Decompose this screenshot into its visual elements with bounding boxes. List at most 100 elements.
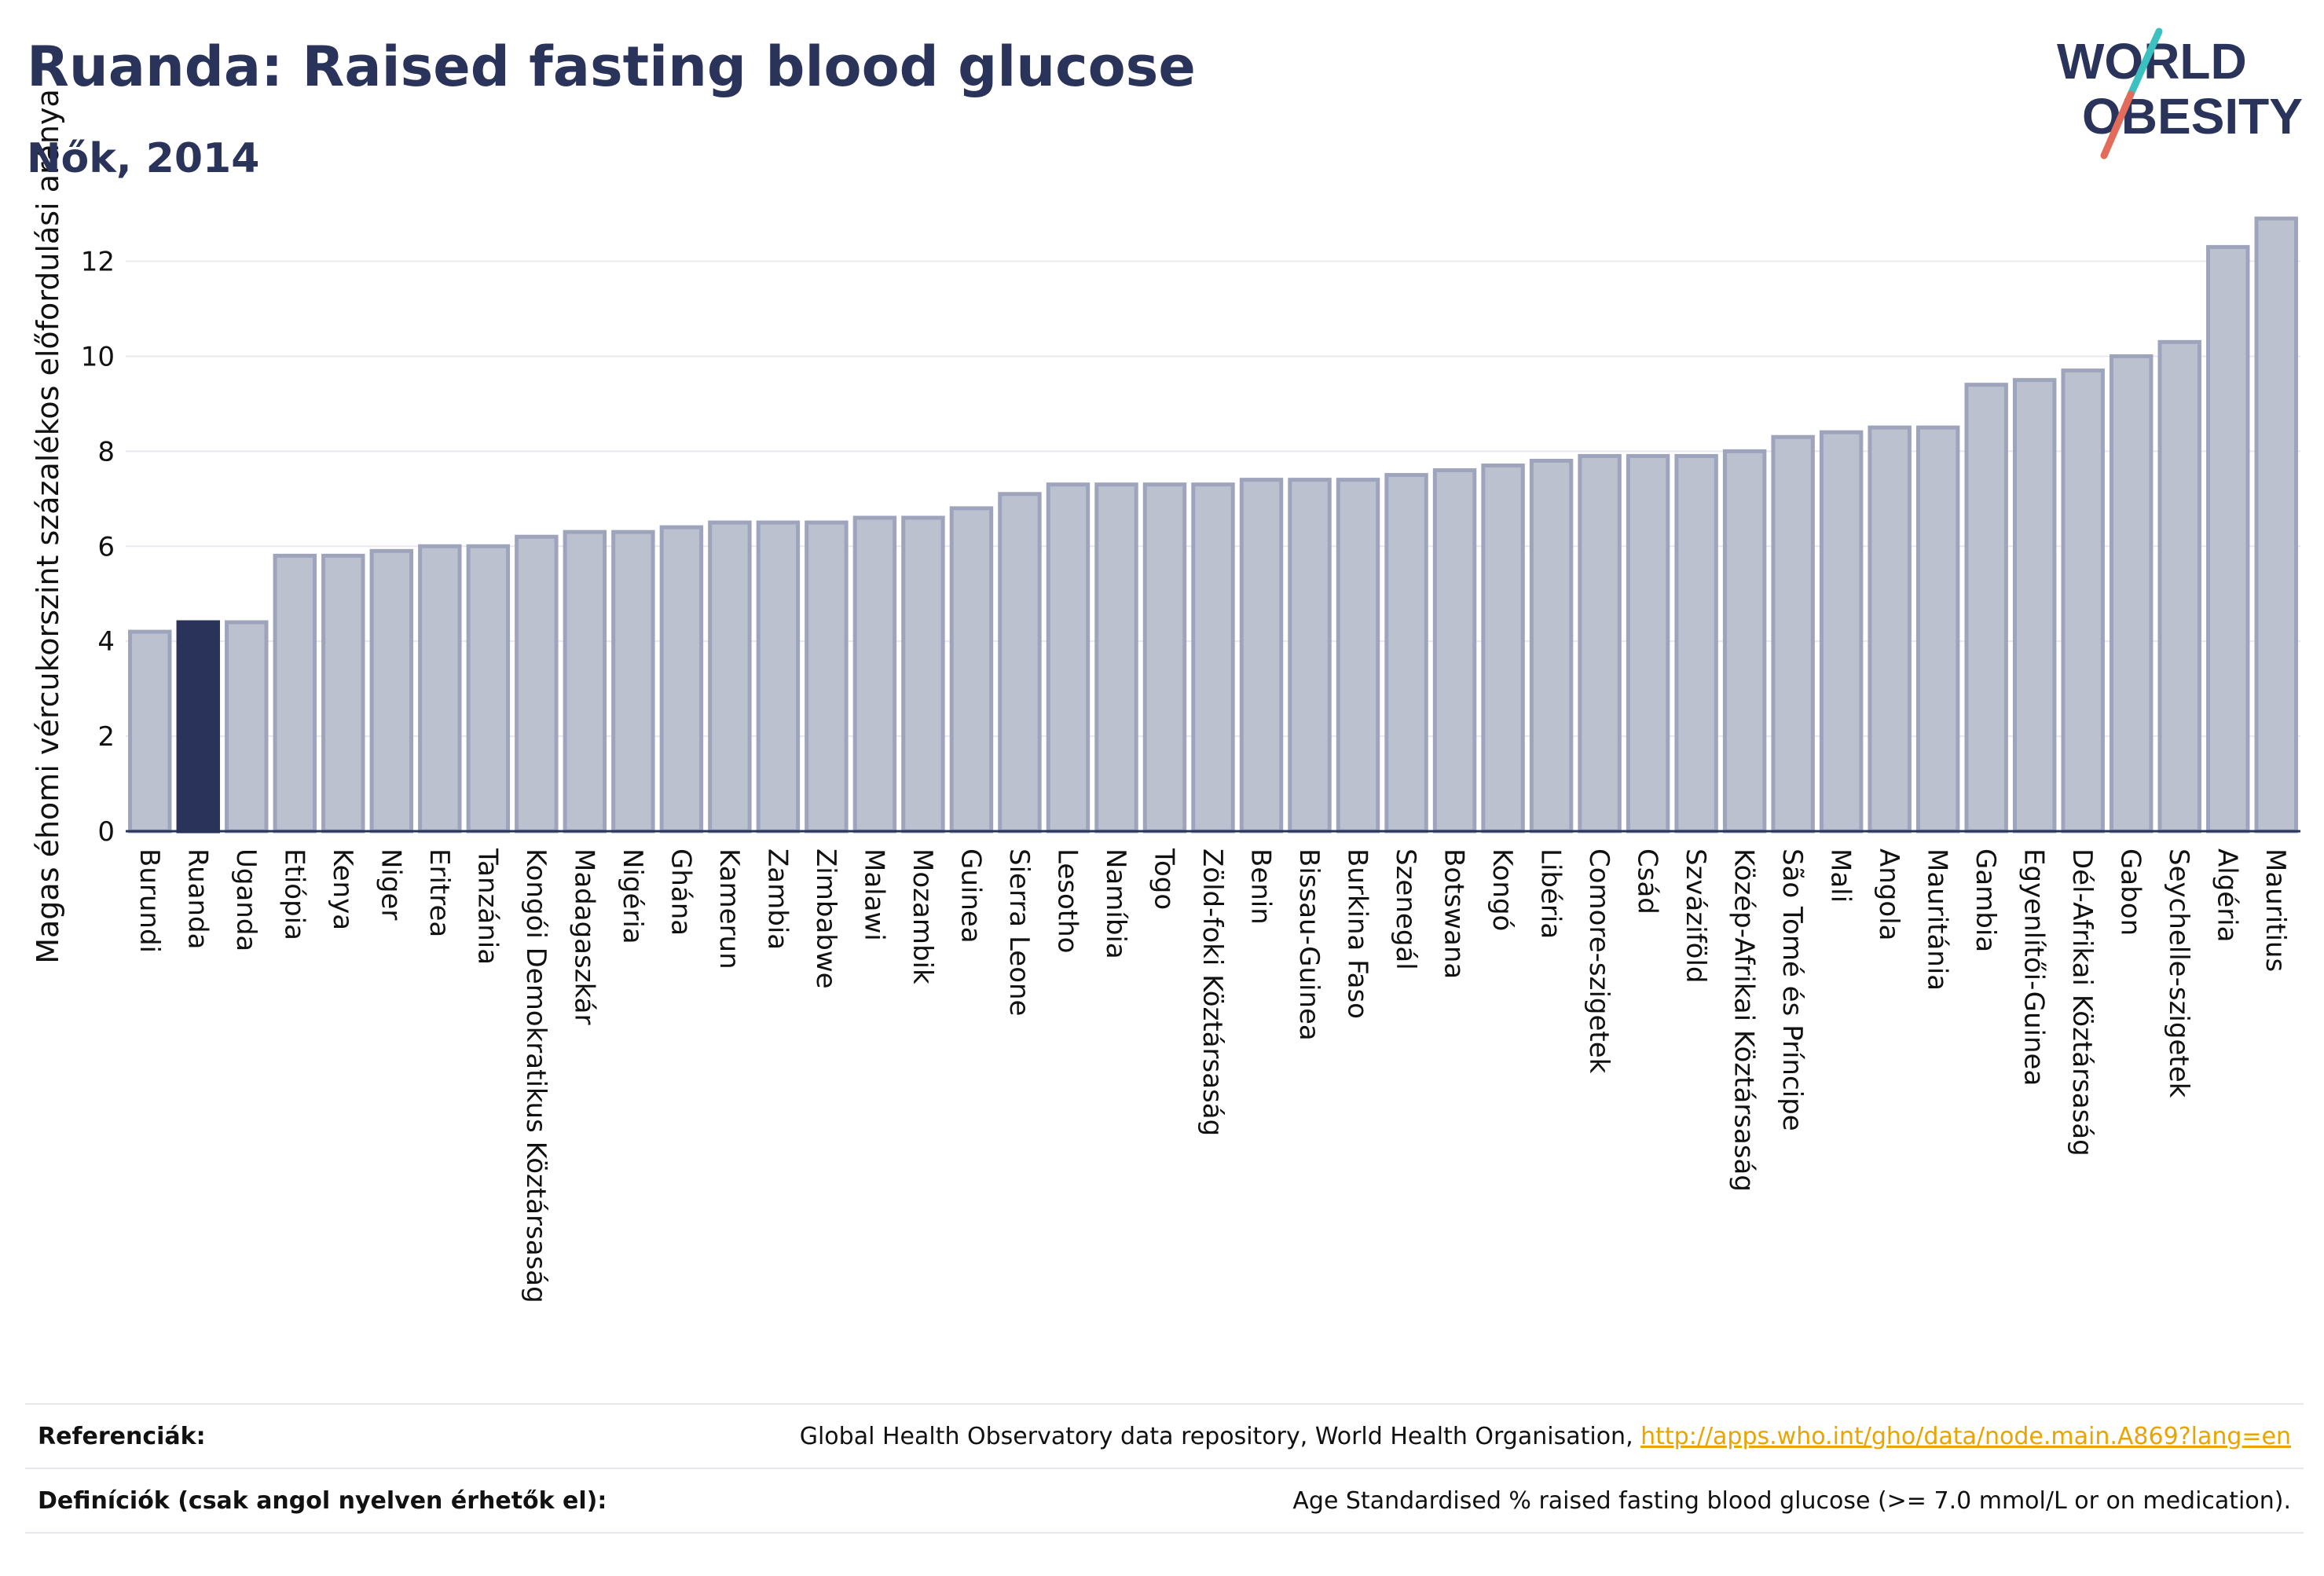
bar bbox=[2012, 378, 2057, 834]
bar bbox=[1191, 482, 1235, 834]
x-category-label: Szenegál bbox=[1390, 848, 1421, 970]
bar bbox=[708, 520, 752, 834]
x-category-label: Mauritánia bbox=[1922, 848, 1953, 991]
bar bbox=[1384, 473, 1428, 834]
x-category-label: Guinea bbox=[955, 848, 986, 944]
world-obesity-logo: WORLD OBESITY bbox=[2057, 27, 2303, 159]
x-category-label: Burkina Faso bbox=[1342, 848, 1373, 1019]
y-axis-ticks: 0 2 4 6 8 10 12 bbox=[81, 247, 115, 848]
bar bbox=[611, 530, 655, 834]
x-category-label: Ghána bbox=[665, 848, 696, 936]
bar bbox=[225, 620, 269, 834]
x-category-label: São Tomé és Príncipe bbox=[1776, 848, 1808, 1131]
x-category-label: Malawi bbox=[858, 848, 889, 941]
x-category-label: Csád bbox=[1632, 848, 1663, 914]
x-category-label: Sierra Leone bbox=[1003, 848, 1035, 1016]
x-category-label: Kenya bbox=[327, 848, 358, 930]
chart-title: Ruanda: Raised fasting blood glucose bbox=[27, 35, 1196, 99]
bar bbox=[1094, 482, 1138, 834]
bar bbox=[1142, 482, 1187, 834]
bar bbox=[2157, 339, 2201, 834]
x-category-label: Kamerun bbox=[713, 848, 745, 969]
x-category-label: Közép-Afrikai Köztársaság bbox=[1728, 848, 1760, 1192]
bar bbox=[2109, 354, 2154, 834]
x-category-label: Szváziföld bbox=[1680, 848, 1711, 983]
bar bbox=[2061, 368, 2105, 834]
x-category-label: Etiópia bbox=[278, 848, 310, 940]
x-category-label: Mauritius bbox=[2260, 848, 2291, 972]
x-category-label: Zimbabwe bbox=[810, 848, 841, 989]
x-category-label: Benin bbox=[1245, 848, 1277, 925]
bar bbox=[949, 506, 994, 834]
x-category-label: Zambia bbox=[761, 848, 793, 950]
x-category-label: Togo bbox=[1148, 848, 1179, 910]
bar bbox=[418, 544, 462, 834]
x-category-label: Burundi bbox=[134, 848, 165, 953]
bar bbox=[1529, 458, 1574, 834]
y-tick-label: 4 bbox=[97, 626, 115, 658]
bar bbox=[1432, 468, 1477, 834]
x-category-label: Seychelle-szigetek bbox=[2163, 848, 2194, 1098]
x-category-label: Nigéria bbox=[617, 848, 648, 944]
logo-slash-coral bbox=[2100, 90, 2135, 159]
bar bbox=[1868, 425, 1912, 834]
bar bbox=[273, 553, 317, 834]
x-axis-category-labels: Burundi Ruanda Uganda Etiópia Kenya Niger Erit… bbox=[134, 848, 2291, 1303]
bar bbox=[321, 553, 365, 834]
x-category-label: Egyenlítői-Guinea bbox=[2018, 848, 2050, 1086]
definitions-value: Age Standardised % raised fasting blood … bbox=[1292, 1486, 2291, 1515]
x-category-label: Dél-Afrikai Köztársaság bbox=[2066, 848, 2098, 1156]
bar bbox=[1046, 482, 1091, 834]
x-category-label: Angola bbox=[1873, 848, 1904, 940]
references-row: Referenciák: Global Health Observatory d… bbox=[25, 1403, 2304, 1468]
x-category-label: Mozambik bbox=[907, 848, 938, 984]
x-category-label: Kongó bbox=[1486, 848, 1518, 931]
bar bbox=[1578, 453, 1622, 834]
bar-highlighted bbox=[176, 620, 220, 834]
x-category-label: Algéria bbox=[2212, 848, 2243, 942]
bar bbox=[852, 515, 897, 834]
references-label: Referenciák: bbox=[38, 1422, 206, 1450]
bar bbox=[1722, 449, 1767, 834]
bar bbox=[998, 492, 1042, 834]
chart-subtitle: Nők, 2014 bbox=[27, 135, 260, 182]
y-axis-label: Magas éhomi vércukorszint százalékos elő… bbox=[31, 89, 65, 964]
bar bbox=[1481, 464, 1525, 834]
y-tick-label: 0 bbox=[97, 816, 115, 848]
x-category-label: Namíbia bbox=[1100, 848, 1131, 959]
x-category-label: Zöld-foki Köztársaság bbox=[1197, 848, 1228, 1136]
bar bbox=[1771, 434, 1815, 834]
bar bbox=[1336, 478, 1380, 834]
references-value: Global Health Observatory data repositor… bbox=[800, 1423, 2304, 1450]
x-category-label: Niger bbox=[375, 848, 406, 920]
bar bbox=[1674, 453, 1718, 834]
bar bbox=[659, 525, 704, 834]
definitions-label: Definíciók (csak angol nyelven érhetők e… bbox=[38, 1486, 607, 1515]
x-category-label: Tanzánia bbox=[471, 848, 503, 965]
bar bbox=[1915, 425, 1960, 834]
bar bbox=[756, 520, 801, 834]
bar bbox=[2206, 244, 2250, 834]
bars bbox=[128, 216, 2298, 834]
y-tick-label: 10 bbox=[81, 341, 115, 372]
x-category-label: Mali bbox=[1825, 848, 1857, 903]
y-tick-label: 2 bbox=[97, 721, 115, 753]
x-category-label: Gambia bbox=[1970, 848, 2001, 952]
bar bbox=[805, 520, 849, 834]
y-tick-label: 12 bbox=[81, 247, 115, 278]
bar bbox=[1819, 430, 1864, 834]
y-tick-label: 8 bbox=[97, 436, 115, 467]
references-link[interactable]: http://apps.who.int/gho/data/node.main.A… bbox=[1640, 1422, 2291, 1450]
x-category-label: Kongói Demokratikus Köztársaság bbox=[520, 848, 552, 1303]
bar bbox=[466, 544, 511, 834]
references-text: Global Health Observatory data repositor… bbox=[799, 1422, 1641, 1450]
x-category-label: Lesotho bbox=[1051, 848, 1083, 953]
bar bbox=[563, 530, 607, 834]
x-category-label: Madagaszkár bbox=[568, 848, 599, 1024]
y-tick-label: 6 bbox=[97, 531, 115, 563]
x-category-label: Comore-szigetek bbox=[1583, 848, 1615, 1074]
bar bbox=[2254, 216, 2298, 834]
x-category-label: Bissau-Guinea bbox=[1293, 848, 1325, 1041]
bar-chart: 0 2 4 6 8 10 12 Burundi Ruanda Uganda Etiópia Keny… bbox=[31, 89, 2300, 1303]
logo-slash-teal bbox=[2127, 27, 2163, 98]
